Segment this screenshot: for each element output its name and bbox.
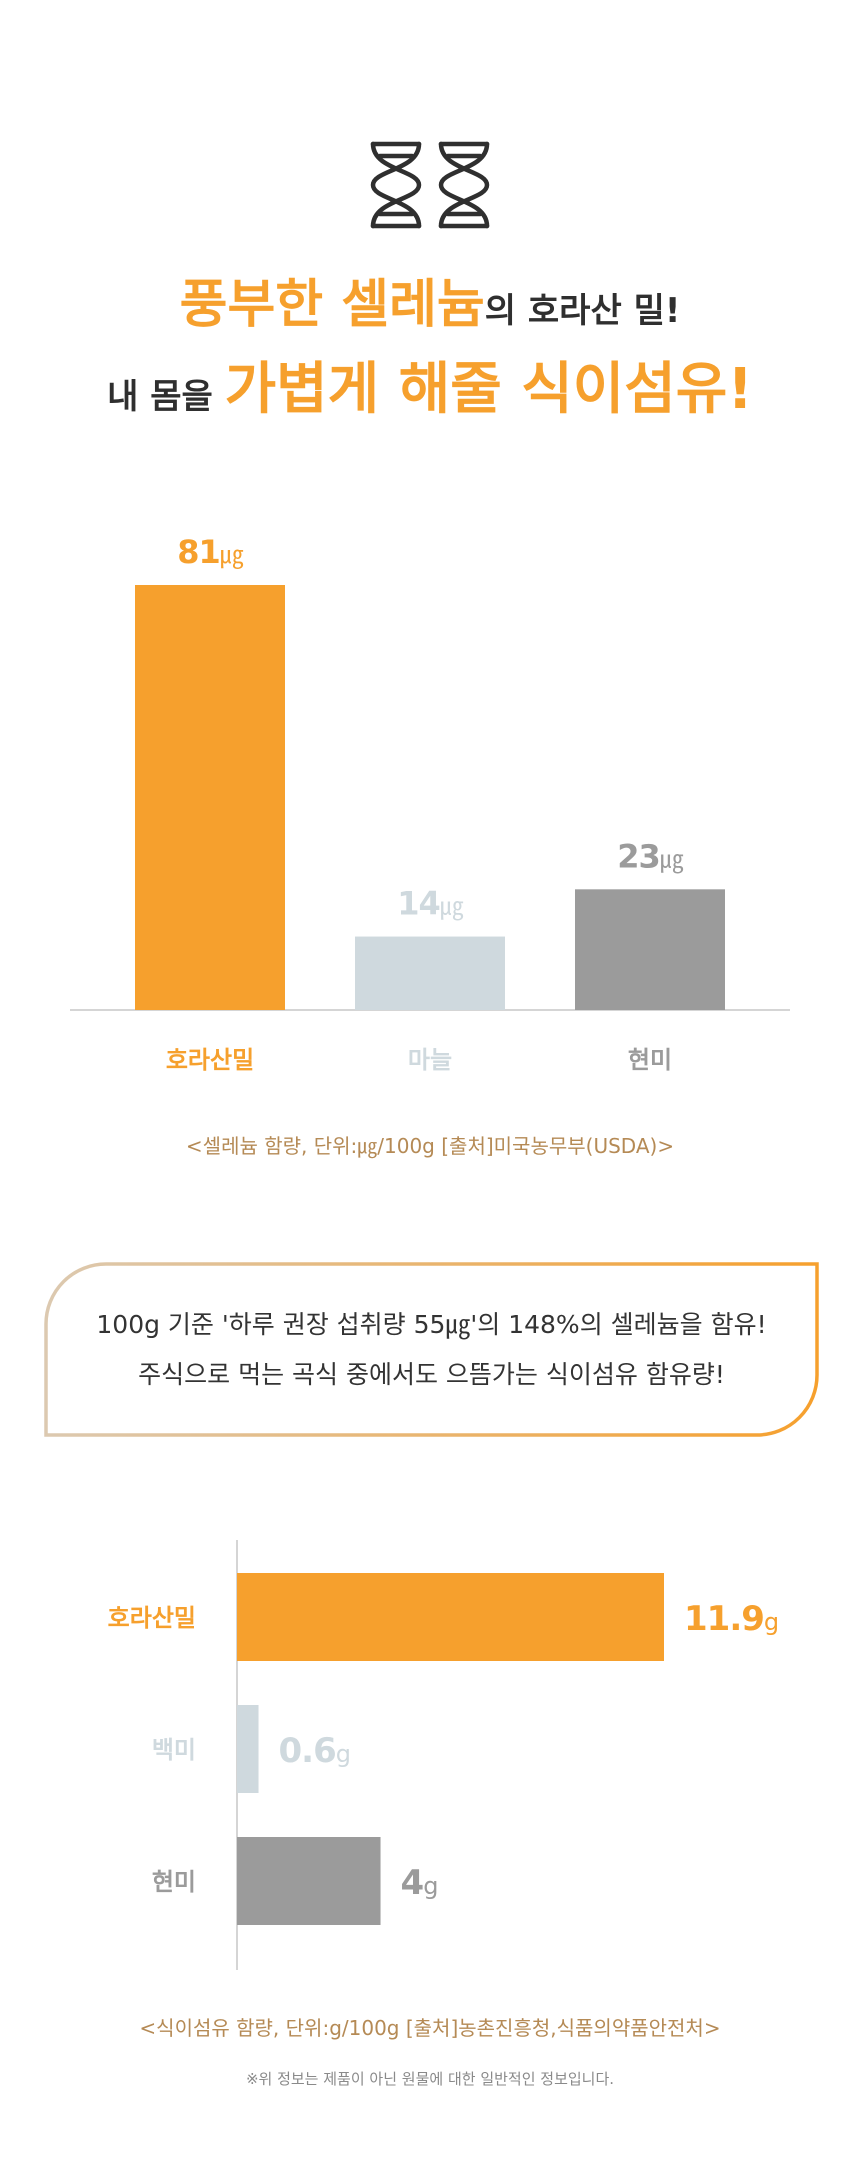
selenium-category-label: 현미 [628,1046,672,1074]
dna-icon [370,141,490,229]
fiber-category-label: 백미 [152,1736,196,1764]
headline-highlight-selenium: 풍부한 셀레늄 [179,275,485,335]
selenium-bar [135,585,285,1010]
fiber-category-label: 호라산밀 [108,1604,196,1632]
callout-box [44,1262,819,1437]
selenium-category-label: 호라산밀 [166,1046,254,1074]
fiber-value-label: 0.6g [279,1731,350,1771]
selenium-unit: ㎍ [660,845,684,874]
selenium-bar [355,936,505,1010]
headline-text-1: 의 호라산 밀! [484,291,681,331]
fiber-category-label: 현미 [152,1868,196,1896]
selenium-value-label: 14㎍ [397,885,464,923]
disclaimer: ※위 정보는 제품이 아닌 원물에 대한 일반적인 정보입니다. [245,2070,615,2088]
selenium-value-label: 23㎍ [617,837,684,875]
selenium-unit: ㎍ [440,893,464,922]
selenium-source-note: <셀레늄 함량, 단위:㎍/100g [출처]미국농무부(USDA)> [185,1134,675,1158]
selenium-category-label: 마늘 [408,1046,452,1074]
callout-line-2: 주식으로 먹는 곡식 중에서도 으뜸가는 식이섬유 함유량! [138,1360,725,1389]
fiber-bar-chart: 호라산밀 11.9g 백미 0.6g 현미 4g [108,1540,779,1970]
fiber-unit: g [336,1740,350,1768]
fiber-unit: g [423,1872,437,1900]
fiber-bar [237,1573,664,1661]
callout-text: 100g 기준 '하루 권장 섭취량 55㎍'의 148%의 셀레늄을 함유! … [44,1300,819,1400]
selenium-value-label: 81㎍ [177,533,244,571]
fiber-value-label: 4g [401,1863,438,1903]
fiber-value-label: 11.9g [684,1599,778,1639]
fiber-bar [237,1837,381,1925]
headline-highlight-fiber: 가볍게 해줄 식이섬유! [224,357,753,422]
fiber-source-note: <식이섬유 함량, 단위:g/100g [출처]농촌진흥청,식품의약품안전처> [139,2016,721,2040]
headline-line-1: 풍부한 셀레늄의 호라산 밀! [0,275,860,341]
fiber-unit: g [764,1608,778,1636]
headline-line-2: 내 몸을 가볍게 해줄 식이섬유! [0,357,860,430]
selenium-unit: ㎍ [220,541,244,570]
selenium-bar [575,889,725,1010]
headline-text-2: 내 몸을 [107,377,225,417]
callout-line-1: 100g 기준 '하루 권장 섭취량 55㎍'의 148%의 셀레늄을 함유! [96,1310,767,1339]
selenium-bar-chart: 81㎍ 호라산밀 14㎍ 마늘 23㎍ 현미 [70,533,790,1074]
fiber-bar [237,1705,259,1793]
